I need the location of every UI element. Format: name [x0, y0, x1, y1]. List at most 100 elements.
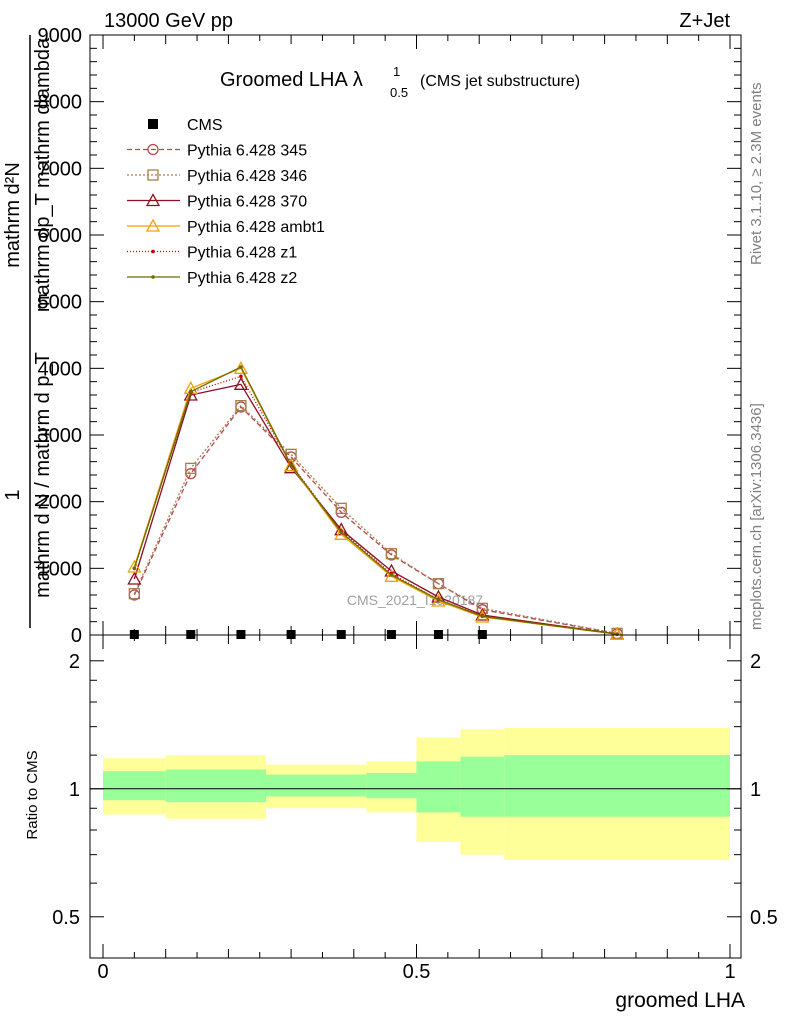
- mcplots-label: mcplots.cern.ch [arXiv:1306.3436]: [748, 403, 765, 630]
- ratio-band-inner: [165, 769, 267, 803]
- ylabel-denominator: mathrm d N / mathrm d p_T: [32, 352, 54, 598]
- main-axes: 0 1000 2000 3000 4000 5000 6000 7000 8000 9000: [38, 25, 741, 647]
- main-ytick-label: 9000: [38, 25, 83, 47]
- series-point-2: [284, 460, 299, 474]
- watermark: CMS_2021_I1920187: [347, 592, 483, 608]
- series-point-5: [339, 530, 344, 535]
- title-superscript: 1: [393, 64, 400, 79]
- series-point-5: [289, 463, 293, 467]
- series-point-3: [384, 568, 399, 582]
- ratio-ytick-label-right: 1: [750, 779, 761, 801]
- rivet-label: Rivet 3.1.10, ≥ 2.3M events: [748, 83, 765, 266]
- legend-entry: Pythia 6.428 ambt1: [127, 218, 325, 236]
- main-ytick-label: 4000: [38, 358, 83, 380]
- title-symbol: λ: [353, 69, 363, 91]
- ratio-ytick-label-right: 2: [750, 651, 761, 673]
- legend-label: Pythia 6.428 z1: [187, 245, 297, 262]
- header-process: Z+Jet: [679, 10, 730, 32]
- ratio-xtick-label: 0: [97, 961, 108, 983]
- series-point-5: [436, 597, 441, 602]
- series-point-3: [284, 458, 299, 472]
- main-ytick-label: 1000: [38, 558, 83, 580]
- series-point-5: [188, 389, 193, 394]
- main-ytick-label: 7000: [38, 158, 83, 180]
- chart-title: Groomed LHA λ 1 0.5 (CMS jet substructure…: [220, 64, 580, 100]
- ratio-band-inner: [366, 772, 417, 799]
- legend: CMS Pythia 6.428 345 Pythia 6.428 346 Pythi…: [127, 117, 325, 287]
- series-point-1: [476, 602, 488, 614]
- legend-entry: Pythia 6.428 z2: [127, 270, 297, 287]
- ylabel-numerator-sub: mathrm dp_T mathrm dlambda: [32, 37, 54, 312]
- series-line-3: [133, 367, 618, 635]
- legend-entry: Pythia 6.428 346: [127, 168, 307, 185]
- chart-subtitle: (CMS jet substructure): [420, 73, 580, 90]
- series-point-5: [480, 614, 485, 619]
- ylabel-numerator-text: mathrm d²N: [2, 162, 24, 268]
- series-point-5: [132, 566, 137, 571]
- series-point-4: [239, 374, 243, 379]
- ratio-band-inner: [416, 761, 461, 813]
- main-ytick-label: 6000: [38, 225, 83, 247]
- series-point-2: [431, 589, 446, 603]
- series-point-1: [335, 502, 347, 514]
- legend-marker: [148, 119, 158, 129]
- series-point-2: [183, 387, 198, 401]
- ratio-band-inner: [460, 756, 505, 817]
- ratio-band-inner: [504, 755, 730, 817]
- series-point-3: [127, 559, 142, 573]
- series-point-5: [389, 573, 394, 577]
- legend-entry: Pythia 6.428 z1: [127, 245, 297, 262]
- ratio-ytick-label: 2: [69, 651, 80, 673]
- ratio-ytick-label: 1: [69, 779, 80, 801]
- ratio-bands: [103, 727, 730, 861]
- ratio-xtick-label: 1: [724, 961, 735, 983]
- legend-marker: [147, 169, 159, 181]
- legend-label: Pythia 6.428 346: [187, 168, 307, 185]
- series-point-2: [127, 571, 142, 585]
- ratio-ytick-label: 0.5: [52, 907, 80, 929]
- ratio-band-inner: [103, 771, 166, 801]
- ratio-band-inner: [266, 774, 367, 797]
- title-text: Groomed LHA: [220, 69, 348, 91]
- legend-label: Pythia 6.428 370: [187, 194, 307, 211]
- main-series-layer: [127, 360, 625, 640]
- main-ytick-label: 5000: [38, 292, 83, 314]
- ratio-plot-frame: [89, 634, 742, 959]
- series-point-5: [239, 365, 243, 369]
- series-point-1: [432, 578, 445, 590]
- series-line-1: [133, 404, 618, 634]
- title-subscript: 0.5: [390, 85, 408, 100]
- legend-marker: [151, 249, 155, 254]
- ratio-xtick-label: 0.5: [403, 961, 431, 983]
- series-line-0: [133, 406, 618, 635]
- main-ylabel: 1 mathrm d²N mathrm dp_T mathrm dlambda …: [2, 35, 54, 628]
- series-point-2: [233, 376, 249, 390]
- series-point-1: [185, 462, 197, 474]
- ylabel-numerator: 1: [2, 489, 24, 500]
- legend-label: CMS: [187, 117, 223, 134]
- legend-entry: Pythia 6.428 370: [127, 193, 307, 211]
- legend-label: Pythia 6.428 ambt1: [187, 219, 325, 236]
- main-ytick-label: 0: [71, 625, 82, 647]
- header-energy: 13000 GeV pp: [104, 10, 233, 32]
- ratio-plot: 0.5 0.5 1 1 2 2 0 0.5 1: [52, 634, 778, 983]
- main-ytick-label: 2000: [38, 492, 83, 514]
- main-ytick-label: 3000: [38, 425, 83, 447]
- series-point-1: [235, 400, 247, 412]
- legend-marker: [147, 143, 159, 156]
- main-ytick-label: 8000: [38, 92, 83, 114]
- legend-entry: Pythia 6.428 345: [127, 143, 307, 160]
- legend-entry: CMS: [148, 117, 223, 134]
- series-point-1: [385, 548, 398, 560]
- legend-label: Pythia 6.428 z2: [187, 270, 297, 287]
- ratio-ytick-label-right: 0.5: [750, 907, 778, 929]
- main-plot: 0 1000 2000 3000 4000 5000 6000 7000 8000 9000 CM…: [38, 25, 742, 647]
- legend-marker: [145, 218, 161, 232]
- legend-marker: [145, 193, 161, 207]
- ratio-ylabel: Ratio to CMS: [24, 750, 41, 839]
- ratio-axes: 0.5 0.5 1 1 2 2 0 0.5 1: [52, 635, 778, 983]
- legend-label: Pythia 6.428 345: [187, 143, 307, 160]
- series-point-1: [128, 588, 141, 600]
